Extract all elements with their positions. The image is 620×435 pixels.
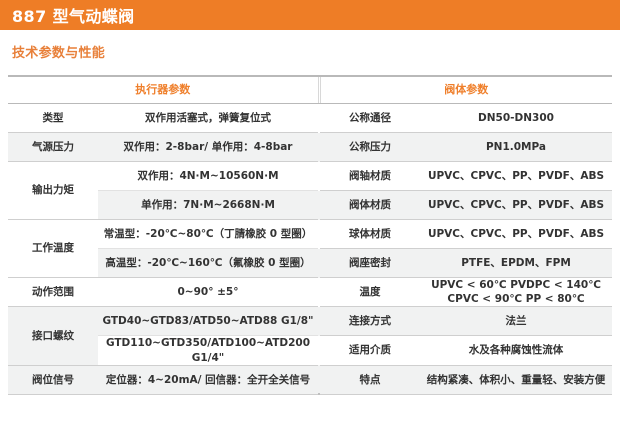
row-value-nominal-diameter: DN50-DN300 xyxy=(420,103,612,133)
table-row: GTD110~GTD350/ATD100~ATD200 G1/4" 适用介质 水… xyxy=(8,335,612,366)
row-label-nominal-pressure: 公称压力 xyxy=(320,132,420,162)
row-value-temperature: UPVC < 60℃ PVDPC < 140℃ CPVC < 90℃ PP < … xyxy=(420,277,612,308)
row-label-air-supply-pressure: 气源压力 xyxy=(8,132,98,162)
section-heading: 技术参数与性能 xyxy=(12,46,106,61)
row-value-output-torque-single: 单作用：7N·M~2668N·M xyxy=(98,190,318,220)
row-label-temperature: 温度 xyxy=(320,277,420,308)
row-value-port-thread-small: GTD40~GTD83/ATD50~ATD88 G1/8" xyxy=(98,306,318,337)
row-label-ball-material: 球体材质 xyxy=(320,219,420,249)
product-title-banner: 887 型气动蝶阀 xyxy=(0,0,620,30)
row-label-features: 特点 xyxy=(320,365,420,395)
row-value-seat-seal: PTFE、EPDM、FPM xyxy=(420,248,612,278)
table-center-divider xyxy=(318,248,320,278)
row-value-working-temperature-normal: 常温型：-20℃~80℃（丁腈橡胶 0 型圈） xyxy=(98,219,318,249)
table-center-divider xyxy=(318,306,320,336)
row-value-type: 双作用活塞式，弹簧复位式 xyxy=(98,103,318,133)
table-row: 阀位信号 定位器：4~20mA/ 回信器：全开全关信号 特点 结构紧凑、体积小、… xyxy=(8,365,612,396)
row-value-air-supply-pressure: 双作用：2-8bar/ 单作用：4-8bar xyxy=(98,132,318,162)
table-row: 单作用：7N·M~2668N·M 阀体材质 UPVC、CPVC、PP、PVDF、… xyxy=(8,190,612,220)
table-row: 输出力矩 双作用：4N·M~10560N·M 阀轴材质 UPVC、CPVC、PP… xyxy=(8,161,612,220)
header-valve-params: 阀体参数 xyxy=(320,75,612,104)
row-value-action-range: 0~90° ±5° xyxy=(98,277,318,308)
row-value-ball-material: UPVC、CPVC、PP、PVDF、ABS xyxy=(420,219,612,249)
spec-table-wrapper: 执行器参数 阀体参数 类型 双作用活塞式，弹簧复位式 公称通径 DN50-DN3… xyxy=(8,75,612,396)
row-value-features: 结构紧凑、体积小、重量轻、安装方便 xyxy=(420,365,612,395)
table-center-divider xyxy=(318,219,320,249)
table-row: 动作范围 0~90° ±5° 温度 UPVC < 60℃ PVDPC < 140… xyxy=(8,277,612,308)
table-row: 气源压力 双作用：2-8bar/ 单作用：4-8bar 公称压力 PN1.0MP… xyxy=(8,132,612,162)
row-label-applicable-media: 适用介质 xyxy=(320,335,420,366)
page-title: 887 型气动蝶阀 xyxy=(12,7,135,26)
table-center-divider xyxy=(318,365,320,396)
temperature-line-1: UPVC < 60℃ PVDPC < 140℃ xyxy=(431,279,601,291)
header-actuator-params: 执行器参数 xyxy=(8,75,319,104)
row-label-body-material: 阀体材质 xyxy=(320,190,420,220)
table-row: 高温型：-20℃~160℃（氟橡胶 0 型圈） 阀座密封 PTFE、EPDM、F… xyxy=(8,248,612,278)
row-label-port-thread: 接口螺纹 xyxy=(8,306,98,366)
table-row: 工作温度 常温型：-20℃~80℃（丁腈橡胶 0 型圈） 球体材质 UPVC、C… xyxy=(8,219,612,278)
temperature-line-2: CPVC < 90℃ PP < 80℃ xyxy=(447,293,585,306)
row-value-stem-material: UPVC、CPVC、PP、PVDF、ABS xyxy=(420,161,612,191)
table-row: 接口螺纹 GTD40~GTD83/ATD50~ATD88 G1/8" 连接方式 … xyxy=(8,306,612,366)
table-center-divider xyxy=(318,335,320,366)
row-label-working-temperature: 工作温度 xyxy=(8,219,98,278)
table-center-divider xyxy=(318,103,320,133)
row-label-type: 类型 xyxy=(8,103,98,133)
table-header-row: 执行器参数 阀体参数 xyxy=(8,75,612,104)
table-center-divider xyxy=(318,161,320,191)
table-row: 类型 双作用活塞式，弹簧复位式 公称通径 DN50-DN300 xyxy=(8,103,612,133)
row-value-nominal-pressure: PN1.0MPa xyxy=(420,132,612,162)
row-label-valve-position-signal: 阀位信号 xyxy=(8,365,98,395)
row-value-connection-type: 法兰 xyxy=(420,306,612,337)
row-label-seat-seal: 阀座密封 xyxy=(320,248,420,278)
table-center-divider xyxy=(318,277,320,307)
row-value-output-torque-double: 双作用：4N·M~10560N·M xyxy=(98,161,318,191)
row-value-valve-position-signal: 定位器：4~20mA/ 回信器：全开全关信号 xyxy=(98,365,318,395)
row-label-output-torque: 输出力矩 xyxy=(8,161,98,220)
spec-table: 执行器参数 阀体参数 类型 双作用活塞式，弹簧复位式 公称通径 DN50-DN3… xyxy=(8,75,612,396)
row-label-connection-type: 连接方式 xyxy=(320,306,420,337)
table-center-divider xyxy=(318,132,320,162)
row-value-port-thread-large: GTD110~GTD350/ATD100~ATD200 G1/4" xyxy=(98,335,318,366)
row-label-nominal-diameter: 公称通径 xyxy=(320,103,420,133)
row-label-action-range: 动作范围 xyxy=(8,277,98,308)
row-value-body-material: UPVC、CPVC、PP、PVDF、ABS xyxy=(420,190,612,220)
row-label-stem-material: 阀轴材质 xyxy=(320,161,420,191)
row-value-working-temperature-high: 高温型：-20℃~160℃（氟橡胶 0 型圈） xyxy=(98,248,318,278)
table-center-divider xyxy=(318,190,320,220)
row-value-applicable-media: 水及各种腐蚀性流体 xyxy=(420,335,612,366)
